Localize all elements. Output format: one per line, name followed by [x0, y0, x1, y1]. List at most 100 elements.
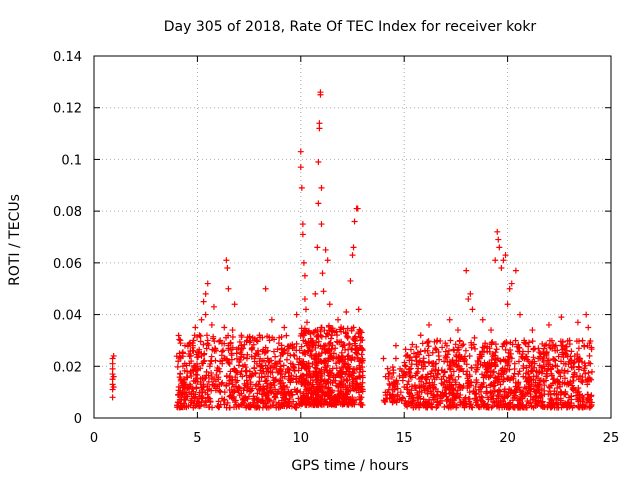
- data-point: [401, 359, 408, 366]
- data-point: [548, 402, 555, 409]
- data-point: [525, 343, 532, 350]
- data-point: [231, 301, 238, 308]
- data-point: [521, 337, 528, 344]
- data-point: [204, 280, 211, 287]
- data-point: [240, 397, 247, 404]
- data-point: [333, 338, 340, 345]
- x-tick-label: 20: [499, 431, 516, 446]
- data-point: [355, 330, 362, 337]
- data-point: [402, 363, 409, 370]
- data-point: [275, 388, 282, 395]
- data-point: [317, 343, 324, 350]
- data-point: [297, 164, 304, 171]
- data-point: [380, 355, 387, 362]
- data-point: [426, 321, 433, 328]
- data-point: [488, 356, 495, 363]
- data-point: [173, 353, 180, 360]
- data-point: [255, 381, 262, 388]
- data-point: [406, 370, 413, 377]
- data-point: [200, 298, 207, 305]
- data-point: [454, 327, 461, 334]
- data-point: [407, 365, 414, 372]
- data-point: [437, 400, 444, 407]
- data-point: [263, 377, 270, 384]
- data-point: [227, 368, 234, 375]
- data-point: [519, 402, 526, 409]
- data-point: [213, 347, 220, 354]
- data-point: [424, 339, 431, 346]
- data-point: [210, 333, 217, 340]
- data-point: [509, 397, 516, 404]
- data-point: [501, 394, 508, 401]
- data-point: [483, 404, 490, 411]
- data-point: [301, 365, 308, 372]
- data-point: [461, 357, 468, 364]
- data-point: [221, 340, 228, 347]
- data-point: [515, 341, 522, 348]
- data-point: [454, 387, 461, 394]
- data-point: [298, 184, 305, 191]
- data-point: [299, 221, 306, 228]
- data-point: [202, 389, 209, 396]
- data-point: [261, 390, 268, 397]
- data-point: [286, 399, 293, 406]
- data-point: [428, 389, 435, 396]
- data-point: [237, 371, 244, 378]
- data-point: [537, 393, 544, 400]
- data-point: [351, 218, 358, 225]
- data-point: [318, 358, 325, 365]
- data-point: [359, 347, 366, 354]
- data-point: [508, 280, 515, 287]
- data-point: [231, 399, 238, 406]
- data-point: [392, 355, 399, 362]
- data-point: [479, 383, 486, 390]
- data-point: [566, 358, 573, 365]
- data-point: [193, 351, 200, 358]
- data-point: [109, 365, 116, 372]
- data-point: [388, 374, 395, 381]
- data-point: [487, 373, 494, 380]
- data-point: [382, 373, 389, 380]
- data-point: [229, 333, 236, 340]
- data-point: [483, 384, 490, 391]
- data-point: [333, 365, 340, 372]
- data-point: [196, 332, 203, 339]
- data-point: [460, 368, 467, 375]
- data-point: [491, 387, 498, 394]
- data-point: [449, 376, 456, 383]
- data-point: [417, 395, 424, 402]
- data-point: [186, 353, 193, 360]
- data-point: [412, 354, 419, 361]
- data-point: [329, 325, 336, 332]
- data-point: [330, 374, 337, 381]
- data-point: [544, 357, 551, 364]
- data-point: [330, 350, 337, 357]
- data-point: [549, 345, 556, 352]
- data-point: [297, 388, 304, 395]
- data-point: [197, 402, 204, 409]
- data-point: [342, 363, 349, 370]
- data-point: [588, 392, 595, 399]
- data-point: [529, 367, 536, 374]
- data-point: [576, 355, 583, 362]
- data-point: [353, 365, 360, 372]
- data-point: [281, 399, 288, 406]
- data-point: [344, 393, 351, 400]
- data-point: [552, 342, 559, 349]
- data-point: [256, 332, 263, 339]
- data-point: [450, 385, 457, 392]
- data-point: [351, 335, 358, 342]
- data-point: [274, 346, 281, 353]
- data-point: [313, 333, 320, 340]
- data-point: [277, 358, 284, 365]
- data-point: [287, 360, 294, 367]
- data-point: [192, 403, 199, 410]
- data-point: [570, 385, 577, 392]
- data-point: [558, 342, 565, 349]
- data-point: [540, 377, 547, 384]
- data-point: [321, 327, 328, 334]
- data-point: [206, 363, 213, 370]
- x-tick-label: 10: [293, 431, 310, 446]
- data-point: [189, 344, 196, 351]
- data-point: [456, 354, 463, 361]
